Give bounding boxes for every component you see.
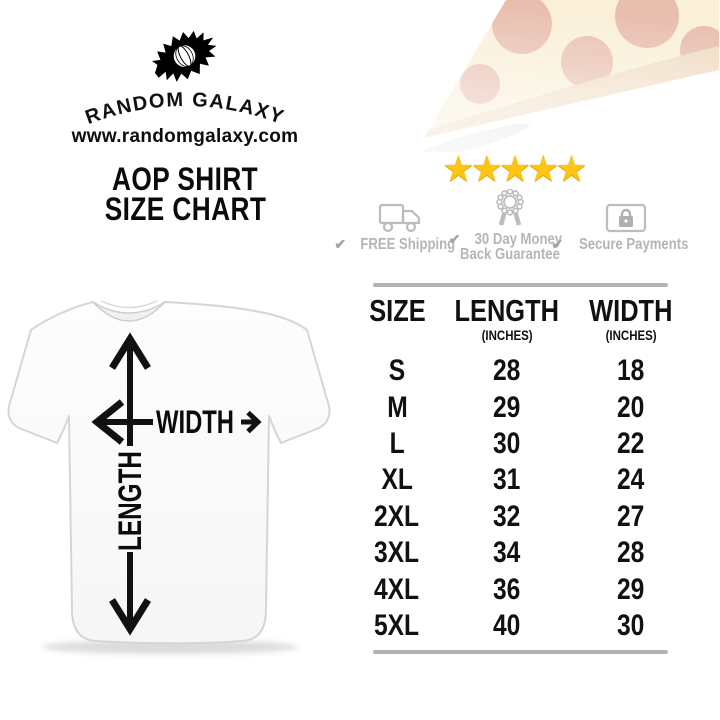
brand-header: RANDOM GALAXY www.randomgalaxy.com AOP S… (55, 26, 315, 227)
width-cell: 29 (617, 572, 645, 606)
table-top-divider (373, 283, 668, 287)
free-shipping-badge: ✔ FREE Shipping (333, 196, 467, 253)
size-cell: 5XL (374, 608, 420, 642)
size-cell: XL (381, 463, 413, 497)
header-width-unit: (INCHES) (605, 327, 657, 343)
card-lock-icon (605, 196, 647, 234)
width-cell: 18 (617, 354, 645, 388)
size-cell: 2XL (374, 499, 420, 533)
check-icon: ✔ (551, 236, 564, 252)
table-bottom-divider (373, 650, 668, 655)
length-cell: 30 (493, 426, 521, 460)
five-star-rating: ★★★★★ (438, 149, 588, 189)
truck-icon (377, 196, 423, 234)
width-arrow (91, 399, 262, 445)
ribbon-medal-icon (491, 189, 529, 229)
check-icon: ✔ (448, 231, 461, 247)
length-arrow (109, 332, 151, 636)
star-icon: ★ (498, 148, 531, 189)
size-cell: 4XL (374, 572, 420, 606)
width-cell: 20 (617, 390, 645, 424)
brand-website-url: www.randomgalaxy.com (71, 126, 299, 147)
column-header-length: LENGTH (INCHES) (428, 293, 586, 343)
secure-payments-badge: ✔ Secure Payments (550, 196, 702, 253)
column-header-width: WIDTH (INCHES) (586, 293, 676, 343)
length-cell: 31 (493, 463, 521, 497)
table-body: S 28 18 M 29 20 L 30 22 XL 31 24 2XL 32 … (366, 353, 676, 644)
star-icon: ★ (470, 148, 503, 189)
header-width-label: WIDTH (589, 293, 673, 328)
star-icon: ★ (527, 148, 559, 189)
length-label: LENGTH (112, 451, 148, 551)
tshirt-measurement-diagram: WIDTH LENGTH (0, 280, 360, 710)
money-back-guarantee-badge: ✔ 30 Day Money Back Guarantee (448, 189, 572, 263)
star-icon: ★ (442, 148, 474, 189)
brand-name-arched-text: RANDOM GALAXY (82, 89, 287, 129)
page-title-line1: AOP SHIRT (111, 161, 259, 197)
width-cell: 28 (617, 536, 645, 570)
width-cell: 27 (617, 499, 645, 533)
header-length-unit: (INCHES) (481, 327, 533, 343)
width-cell: 30 (617, 608, 645, 642)
size-cell: S (388, 354, 406, 388)
check-icon: ✔ (334, 236, 347, 252)
size-cell: L (389, 426, 405, 460)
table-header-row: SIZE LENGTH (INCHES) WIDTH (INCHES) (366, 293, 676, 343)
page-title-line2: SIZE CHART (104, 191, 266, 227)
size-cell: M (386, 390, 408, 424)
pepperoni-pizza-slice-image (410, 0, 720, 161)
length-cell: 34 (493, 536, 521, 570)
shirt-collar-back-seam (100, 300, 158, 309)
length-cell: 28 (493, 354, 521, 388)
width-cell: 24 (617, 463, 645, 497)
shirt-body (7, 301, 331, 645)
shirt-collar (92, 301, 166, 322)
badge-label-line2: Back Guarantee (460, 246, 560, 263)
header-size-label: SIZE (368, 293, 426, 328)
tshirt-illustration: WIDTH LENGTH (7, 300, 331, 654)
width-label: WIDTH (156, 404, 234, 440)
length-cell: 40 (493, 608, 521, 642)
length-cell: 32 (493, 499, 521, 533)
width-cell: 22 (617, 426, 645, 460)
length-cell: 36 (493, 572, 521, 606)
header-length-label: LENGTH (454, 293, 560, 328)
star-icon: ★ (555, 148, 587, 189)
badge-label: 30 Day Money (474, 231, 562, 248)
size-cell: 3XL (374, 536, 420, 570)
brand-name-text: RANDOM GALAXY (82, 89, 286, 129)
size-table: SIZE LENGTH (INCHES) WIDTH (INCHES) S 28… (366, 283, 676, 655)
svg-text:RANDOM GALAXY: RANDOM GALAXY (82, 89, 287, 129)
badge-label: FREE Shipping (360, 236, 456, 253)
badge-label: Secure Payments (579, 236, 689, 253)
column-header-size: SIZE (366, 293, 428, 342)
shirt-shadow (42, 640, 298, 654)
page-title: AOP SHIRT SIZE CHART (55, 161, 315, 227)
galaxy-scribble-logo-icon (151, 30, 217, 82)
pizza-slice-graphic (410, 0, 719, 161)
length-cell: 29 (493, 390, 521, 424)
